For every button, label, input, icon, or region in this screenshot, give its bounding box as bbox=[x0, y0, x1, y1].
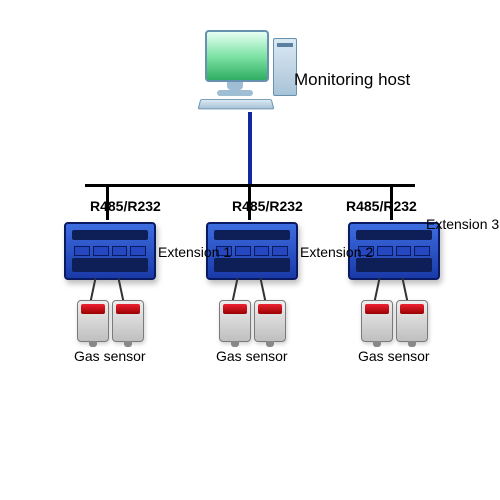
gas-sensor-label-2: Gas sensor bbox=[216, 348, 288, 364]
sensor-wire bbox=[232, 278, 239, 302]
gas-sensor-label-1: Gas sensor bbox=[74, 348, 146, 364]
sensor-wire bbox=[90, 278, 97, 302]
sensor-wire bbox=[374, 278, 381, 302]
gas-sensor-icon bbox=[396, 300, 428, 342]
gas-sensor-icon bbox=[219, 300, 251, 342]
monitoring-host-label: Monitoring host bbox=[294, 70, 410, 90]
extension-1-label: Extension 1 bbox=[158, 244, 231, 260]
monitor-icon bbox=[205, 30, 269, 82]
protocol-label-3: R485/R232 bbox=[346, 198, 417, 214]
gas-sensor-label-3: Gas sensor bbox=[358, 348, 430, 364]
topology-diagram: Monitoring host R485/R232 R485/R232 R485… bbox=[0, 0, 500, 500]
monitor-base bbox=[217, 90, 253, 96]
extension-3-label: Extension 3 bbox=[426, 216, 499, 232]
gas-sensor-icon bbox=[77, 300, 109, 342]
protocol-label-2: R485/R232 bbox=[232, 198, 303, 214]
monitoring-host bbox=[195, 30, 305, 110]
keyboard-icon bbox=[198, 99, 275, 109]
bus-vertical bbox=[248, 112, 252, 184]
protocol-label-1: R485/R232 bbox=[90, 198, 161, 214]
extension-2-label: Extension 2 bbox=[300, 244, 373, 260]
sensor-wire bbox=[118, 278, 125, 302]
sensor-wire bbox=[260, 278, 267, 302]
gas-sensor-icon bbox=[254, 300, 286, 342]
gas-sensor-icon bbox=[361, 300, 393, 342]
sensor-wire bbox=[402, 278, 409, 302]
extension-1 bbox=[64, 222, 156, 280]
gas-sensor-icon bbox=[112, 300, 144, 342]
monitor-stand bbox=[227, 82, 243, 90]
